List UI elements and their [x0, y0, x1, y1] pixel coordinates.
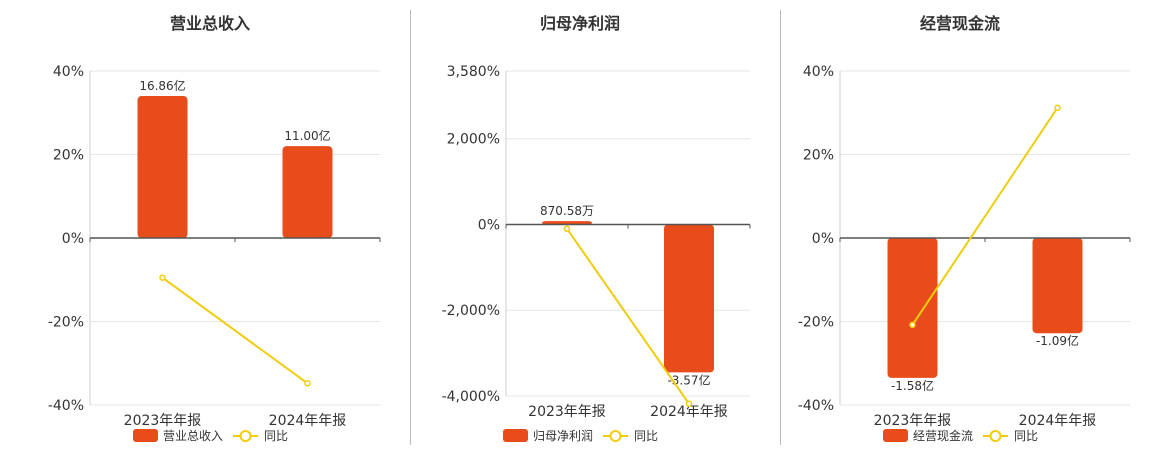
category-label: 2024年年报 — [269, 413, 347, 429]
bar — [137, 96, 188, 238]
legend-line-marker — [989, 430, 1002, 442]
y-tick-label: 20% — [53, 148, 84, 164]
data-label: 870.58万 — [540, 204, 594, 218]
legend-bar-swatch — [133, 429, 158, 442]
y-tick-label: -20% — [798, 315, 834, 331]
y-tick-label: 0% — [62, 231, 84, 247]
yoy-point — [909, 321, 916, 329]
legend-label: 同比 — [634, 429, 658, 443]
yoy-point — [685, 400, 693, 407]
legend-label: 归母净利润 — [533, 429, 593, 443]
data-label: -1.09亿 — [1036, 333, 1079, 348]
yoy-point — [159, 274, 166, 281]
yoy-line — [566, 228, 690, 405]
category-label: 2024年年报 — [650, 404, 728, 420]
chart-title: 营业总收入 — [170, 14, 250, 33]
y-tick-label: 0% — [478, 217, 500, 233]
bar — [887, 238, 938, 378]
category-label: 2024年年报 — [1019, 413, 1097, 429]
y-tick-label: 40% — [803, 64, 834, 80]
data-label: -3.57亿 — [667, 372, 710, 387]
y-tick-label: 40% — [53, 64, 84, 80]
legend-line-marker — [609, 430, 622, 442]
yoy-line — [911, 107, 1059, 326]
category-label: 2023年年报 — [124, 413, 202, 429]
data-label: 11.00亿 — [284, 128, 330, 143]
y-tick-label: -4,000% — [442, 389, 500, 405]
y-tick-label: -40% — [798, 398, 834, 414]
legend-label: 同比 — [264, 429, 288, 443]
yoy-point — [304, 380, 311, 387]
legend-bar-swatch — [883, 429, 908, 442]
yoy-line — [161, 276, 309, 385]
y-tick-label: 20% — [803, 148, 834, 164]
yoy-point — [563, 225, 571, 233]
bar — [664, 224, 714, 373]
category-label: 2023年年报 — [528, 404, 606, 420]
data-label: -1.58亿 — [891, 378, 934, 393]
bar — [1032, 238, 1083, 334]
category-label: 2023年年报 — [874, 413, 952, 429]
legend-line-marker — [239, 430, 252, 442]
bar — [282, 146, 333, 238]
legend-label: 同比 — [1014, 429, 1038, 443]
bar — [542, 221, 592, 225]
chart-title: 归母净利润 — [540, 14, 620, 33]
chart-title: 经营现金流 — [920, 14, 1000, 33]
yoy-point — [1054, 104, 1061, 111]
y-tick-label: 2,000% — [447, 132, 500, 148]
legend-bar-swatch — [503, 429, 528, 442]
legend-label: 经营现金流 — [913, 428, 973, 443]
y-tick-label: 0% — [812, 231, 834, 247]
legend-label: 营业总收入 — [163, 429, 223, 443]
y-tick-label: -2,000% — [442, 303, 500, 319]
y-tick-label: 3,580% — [447, 64, 500, 80]
y-tick-label: -40% — [48, 398, 84, 414]
data-label: 16.86亿 — [139, 78, 185, 93]
y-tick-label: -20% — [48, 315, 84, 331]
